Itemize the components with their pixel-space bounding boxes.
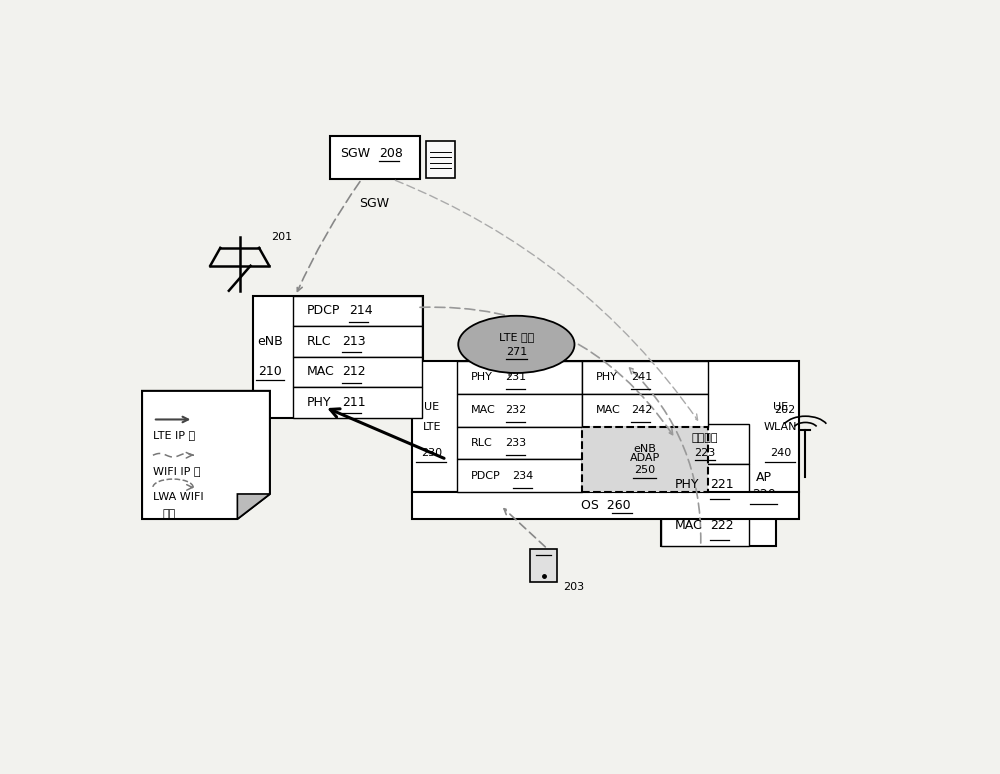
Text: 212: 212 <box>342 365 366 378</box>
Bar <box>330 136 420 180</box>
Text: 223: 223 <box>694 448 716 458</box>
Text: 250: 250 <box>634 465 656 475</box>
Text: 213: 213 <box>342 335 366 348</box>
Text: UE: UE <box>424 402 439 412</box>
Bar <box>457 394 582 426</box>
Text: 230: 230 <box>421 448 442 458</box>
Text: 271: 271 <box>506 347 527 357</box>
Text: 203: 203 <box>563 582 584 592</box>
Text: RLC: RLC <box>307 335 332 348</box>
Text: 242: 242 <box>631 406 652 415</box>
Text: WLAN: WLAN <box>764 422 797 432</box>
Text: LTE: LTE <box>423 422 441 432</box>
Text: 240: 240 <box>770 448 791 458</box>
Bar <box>457 460 582 492</box>
Text: LTE IP 流: LTE IP 流 <box>153 430 195 440</box>
Text: 208: 208 <box>379 147 403 160</box>
Text: 222: 222 <box>710 519 734 532</box>
Text: PHY: PHY <box>596 372 618 382</box>
Text: 231: 231 <box>506 372 527 382</box>
Text: 241: 241 <box>631 372 652 382</box>
Bar <box>293 326 422 357</box>
Bar <box>457 426 582 460</box>
Text: SGW: SGW <box>359 197 390 210</box>
Bar <box>661 423 749 464</box>
Text: 数据链路: 数据链路 <box>692 433 718 443</box>
Text: 214: 214 <box>349 304 373 317</box>
Text: LTE 链路: LTE 链路 <box>499 332 534 342</box>
Text: eNB: eNB <box>257 335 283 348</box>
Text: UE: UE <box>773 402 788 412</box>
Text: MAC: MAC <box>307 365 335 378</box>
Bar <box>582 394 708 426</box>
Text: LWA WIFI: LWA WIFI <box>153 492 204 502</box>
Bar <box>582 426 708 492</box>
Text: 202: 202 <box>774 405 796 415</box>
Text: 221: 221 <box>710 478 734 491</box>
Text: AP: AP <box>756 471 772 484</box>
Text: 233: 233 <box>506 438 527 448</box>
Bar <box>457 361 582 394</box>
Text: WIFI IP 流: WIFI IP 流 <box>153 466 200 476</box>
Bar <box>412 361 799 492</box>
Text: SGW: SGW <box>340 147 371 160</box>
Text: PDCP: PDCP <box>307 304 340 317</box>
Ellipse shape <box>458 316 574 373</box>
Polygon shape <box>237 494 270 519</box>
Text: PHY: PHY <box>307 396 332 409</box>
Bar <box>661 423 776 546</box>
Bar <box>293 387 422 418</box>
Bar <box>530 549 557 582</box>
Bar <box>293 357 422 387</box>
Bar <box>253 296 423 418</box>
Text: 链路: 链路 <box>162 509 175 519</box>
Text: 211: 211 <box>342 396 366 409</box>
Text: RLC: RLC <box>471 438 492 448</box>
Text: PHY: PHY <box>675 478 700 491</box>
Bar <box>426 141 455 177</box>
Text: ADAP: ADAP <box>630 454 660 463</box>
Bar <box>661 505 749 546</box>
Text: MAC: MAC <box>471 406 495 415</box>
Text: 220: 220 <box>752 488 775 501</box>
Text: eNB: eNB <box>634 444 656 454</box>
Polygon shape <box>142 391 270 519</box>
Text: 201: 201 <box>271 232 292 242</box>
Text: OS  260: OS 260 <box>581 499 630 512</box>
Bar <box>293 296 422 326</box>
Text: 232: 232 <box>506 406 527 415</box>
Text: PDCP: PDCP <box>471 471 500 481</box>
Text: MAC: MAC <box>675 519 703 532</box>
Text: 210: 210 <box>258 365 282 378</box>
Bar <box>582 361 708 394</box>
Bar <box>661 464 749 505</box>
Text: PHY: PHY <box>471 372 493 382</box>
Text: MAC: MAC <box>596 406 621 415</box>
Bar <box>412 492 799 519</box>
Text: 234: 234 <box>512 471 534 481</box>
